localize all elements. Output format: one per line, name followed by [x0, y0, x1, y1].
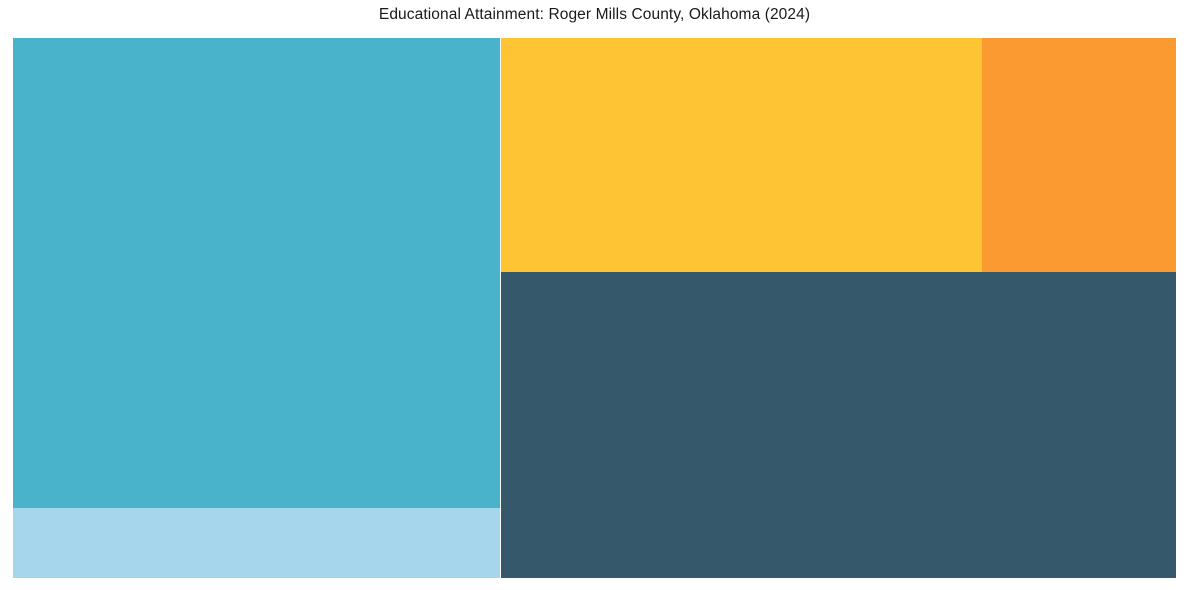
treemap-tile[interactable]	[13, 38, 501, 509]
treemap-tile[interactable]	[982, 38, 1176, 272]
treemap-tile[interactable]	[500, 271, 1176, 578]
chart-title: Educational Attainment: Roger Mills Coun…	[378, 6, 811, 23]
treemap-tile[interactable]	[13, 508, 501, 578]
treemap-plot-area	[13, 38, 1176, 578]
treemap-tile[interactable]	[500, 38, 982, 272]
